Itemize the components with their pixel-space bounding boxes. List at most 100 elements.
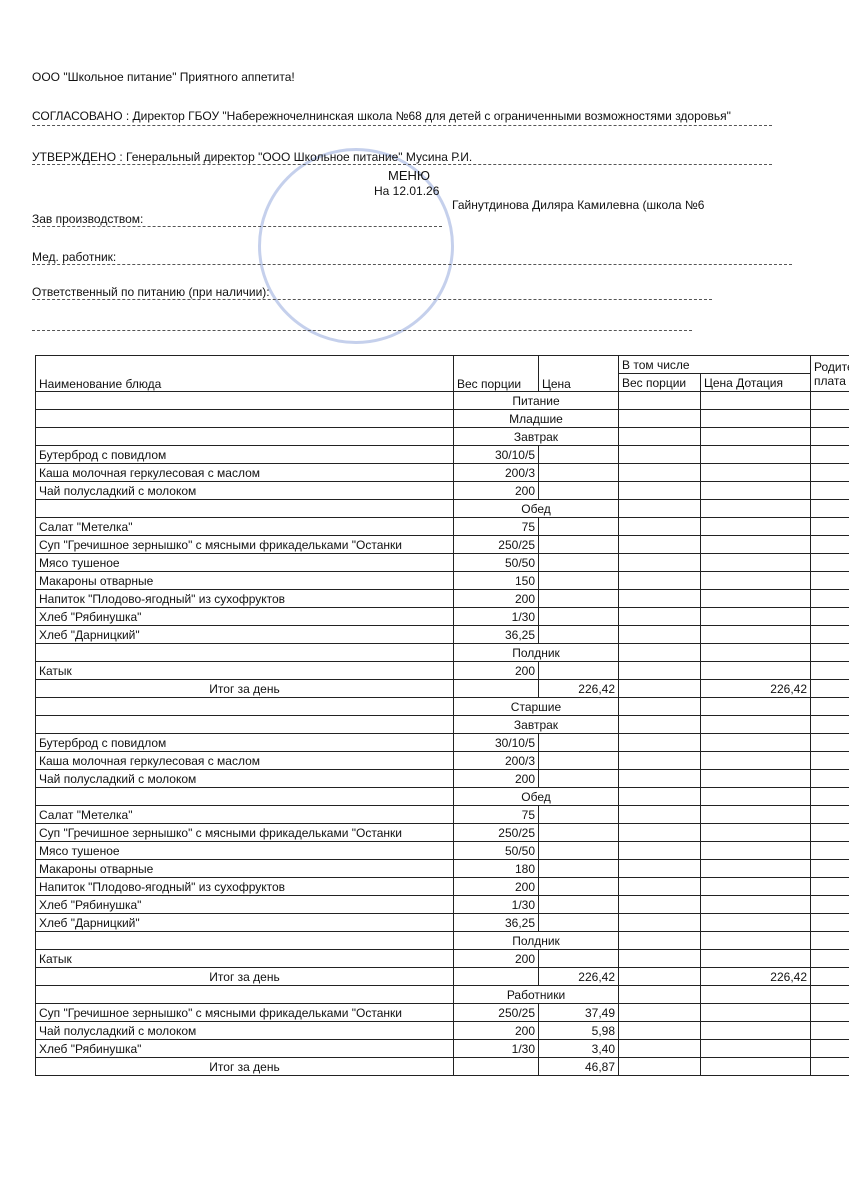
portion-weight: 50/50 xyxy=(453,841,539,860)
price xyxy=(538,877,619,896)
parent-pay xyxy=(810,553,849,572)
table-row: Работники xyxy=(35,985,849,1004)
blank-cell xyxy=(700,499,811,518)
sub-weight xyxy=(618,769,701,788)
sub-weight xyxy=(618,967,701,986)
table-row: Обед xyxy=(35,499,849,518)
section-title: Младшие xyxy=(453,409,619,428)
price xyxy=(538,823,619,842)
sub-weight xyxy=(618,823,701,842)
subsidy-price xyxy=(700,571,811,590)
sub-weight xyxy=(618,805,701,824)
subsidy-price: 226,42 xyxy=(700,967,811,986)
subsidy-price xyxy=(700,733,811,752)
sub-weight xyxy=(618,895,701,914)
price xyxy=(538,535,619,554)
table-row: Итог за день 226,42 226,42 xyxy=(35,679,849,698)
sub-weight xyxy=(618,535,701,554)
blank-cell xyxy=(35,643,454,662)
table-row: Итог за день 226,42 226,42 xyxy=(35,967,849,986)
table-row: Хлеб "Рябинушка" 1/30 3,40 xyxy=(35,1039,849,1058)
table-row: Хлеб "Рябинушка" 1/30 xyxy=(35,895,849,914)
blank-cell xyxy=(810,787,849,806)
section-title: Полдник xyxy=(453,643,619,662)
dish-name: Каша молочная геркулесовая с маслом xyxy=(35,751,454,770)
portion-weight: 75 xyxy=(453,517,539,536)
section-title: Работники xyxy=(453,985,619,1004)
table-row: Макароны отварные 150 xyxy=(35,571,849,590)
portion-weight: 250/25 xyxy=(453,535,539,554)
dish-name: Мясо тушеное xyxy=(35,553,454,572)
sub-weight xyxy=(618,481,701,500)
table-row: Старшие xyxy=(35,697,849,716)
subsidy-price xyxy=(700,859,811,878)
approved: СОГЛАСОВАНО : Директор ГБОУ "Набережноче… xyxy=(32,108,772,126)
dish-name: Хлеб "Рябинушка" xyxy=(35,607,454,626)
blank-cell xyxy=(618,409,701,428)
sub-weight xyxy=(618,1021,701,1040)
subsidy-price xyxy=(700,1003,811,1022)
portion-weight: 200 xyxy=(453,1021,539,1040)
blank-cell xyxy=(810,643,849,662)
price: 3,40 xyxy=(538,1039,619,1058)
blank-cell xyxy=(700,715,811,734)
blank-cell xyxy=(618,643,701,662)
blank-cell xyxy=(810,715,849,734)
subsidy-price xyxy=(700,913,811,932)
table-row: Напиток "Плодово-ягодный" из сухофруктов… xyxy=(35,589,849,608)
stamp xyxy=(258,148,454,344)
parent-pay xyxy=(810,841,849,860)
blank-cell xyxy=(35,391,454,410)
col-sub-price: Цена Дотация xyxy=(700,373,811,392)
parent-pay xyxy=(810,913,849,932)
parent-pay xyxy=(810,1039,849,1058)
blank-cell xyxy=(700,787,811,806)
portion-weight: 75 xyxy=(453,805,539,824)
price xyxy=(538,913,619,932)
col-including: В том числе xyxy=(618,355,811,374)
subsidy-price xyxy=(700,607,811,626)
parent-pay xyxy=(810,517,849,536)
blank-cell xyxy=(810,985,849,1004)
blank-cell xyxy=(700,427,811,446)
sub-weight xyxy=(618,589,701,608)
blank-cell xyxy=(35,715,454,734)
table-row: Чай полусладкий с молоком 200 xyxy=(35,769,849,788)
table-row: Бутерброд с повидлом 30/10/5 xyxy=(35,445,849,464)
dish-name: Итог за день xyxy=(35,967,454,986)
subsidy-price xyxy=(700,481,811,500)
blank-cell xyxy=(35,787,454,806)
parent-pay xyxy=(810,751,849,770)
price xyxy=(538,463,619,482)
table-row: Младшие xyxy=(35,409,849,428)
sub-weight xyxy=(618,517,701,536)
dish-name: Каша молочная геркулесовая с маслом xyxy=(35,463,454,482)
col-sub-weight: Вес порции xyxy=(618,373,701,392)
dish-name: Бутерброд с повидлом xyxy=(35,445,454,464)
blank-cell xyxy=(810,409,849,428)
blank-cell xyxy=(810,391,849,410)
dish-name: Хлеб "Рябинушка" xyxy=(35,895,454,914)
dish-name: Макароны отварные xyxy=(35,859,454,878)
price xyxy=(538,805,619,824)
portion-weight: 36,25 xyxy=(453,913,539,932)
parent-pay xyxy=(810,823,849,842)
parent-pay xyxy=(810,1003,849,1022)
subsidy-price: 226,42 xyxy=(700,679,811,698)
price xyxy=(538,625,619,644)
menu-title: МЕНЮ xyxy=(388,168,431,183)
price xyxy=(538,895,619,914)
price xyxy=(538,949,619,968)
portion-weight: 36,25 xyxy=(453,625,539,644)
blank-cell xyxy=(700,391,811,410)
blank-cell xyxy=(700,409,811,428)
portion-weight: 30/10/5 xyxy=(453,733,539,752)
portion-weight: 200 xyxy=(453,589,539,608)
table-row: Каша молочная геркулесовая с маслом 200/3 xyxy=(35,463,849,482)
table-row: Чай полусладкий с молоком 200 5,98 xyxy=(35,1021,849,1040)
price: 37,49 xyxy=(538,1003,619,1022)
blank-cell xyxy=(618,697,701,716)
sub-weight xyxy=(618,877,701,896)
portion-weight: 200/3 xyxy=(453,751,539,770)
